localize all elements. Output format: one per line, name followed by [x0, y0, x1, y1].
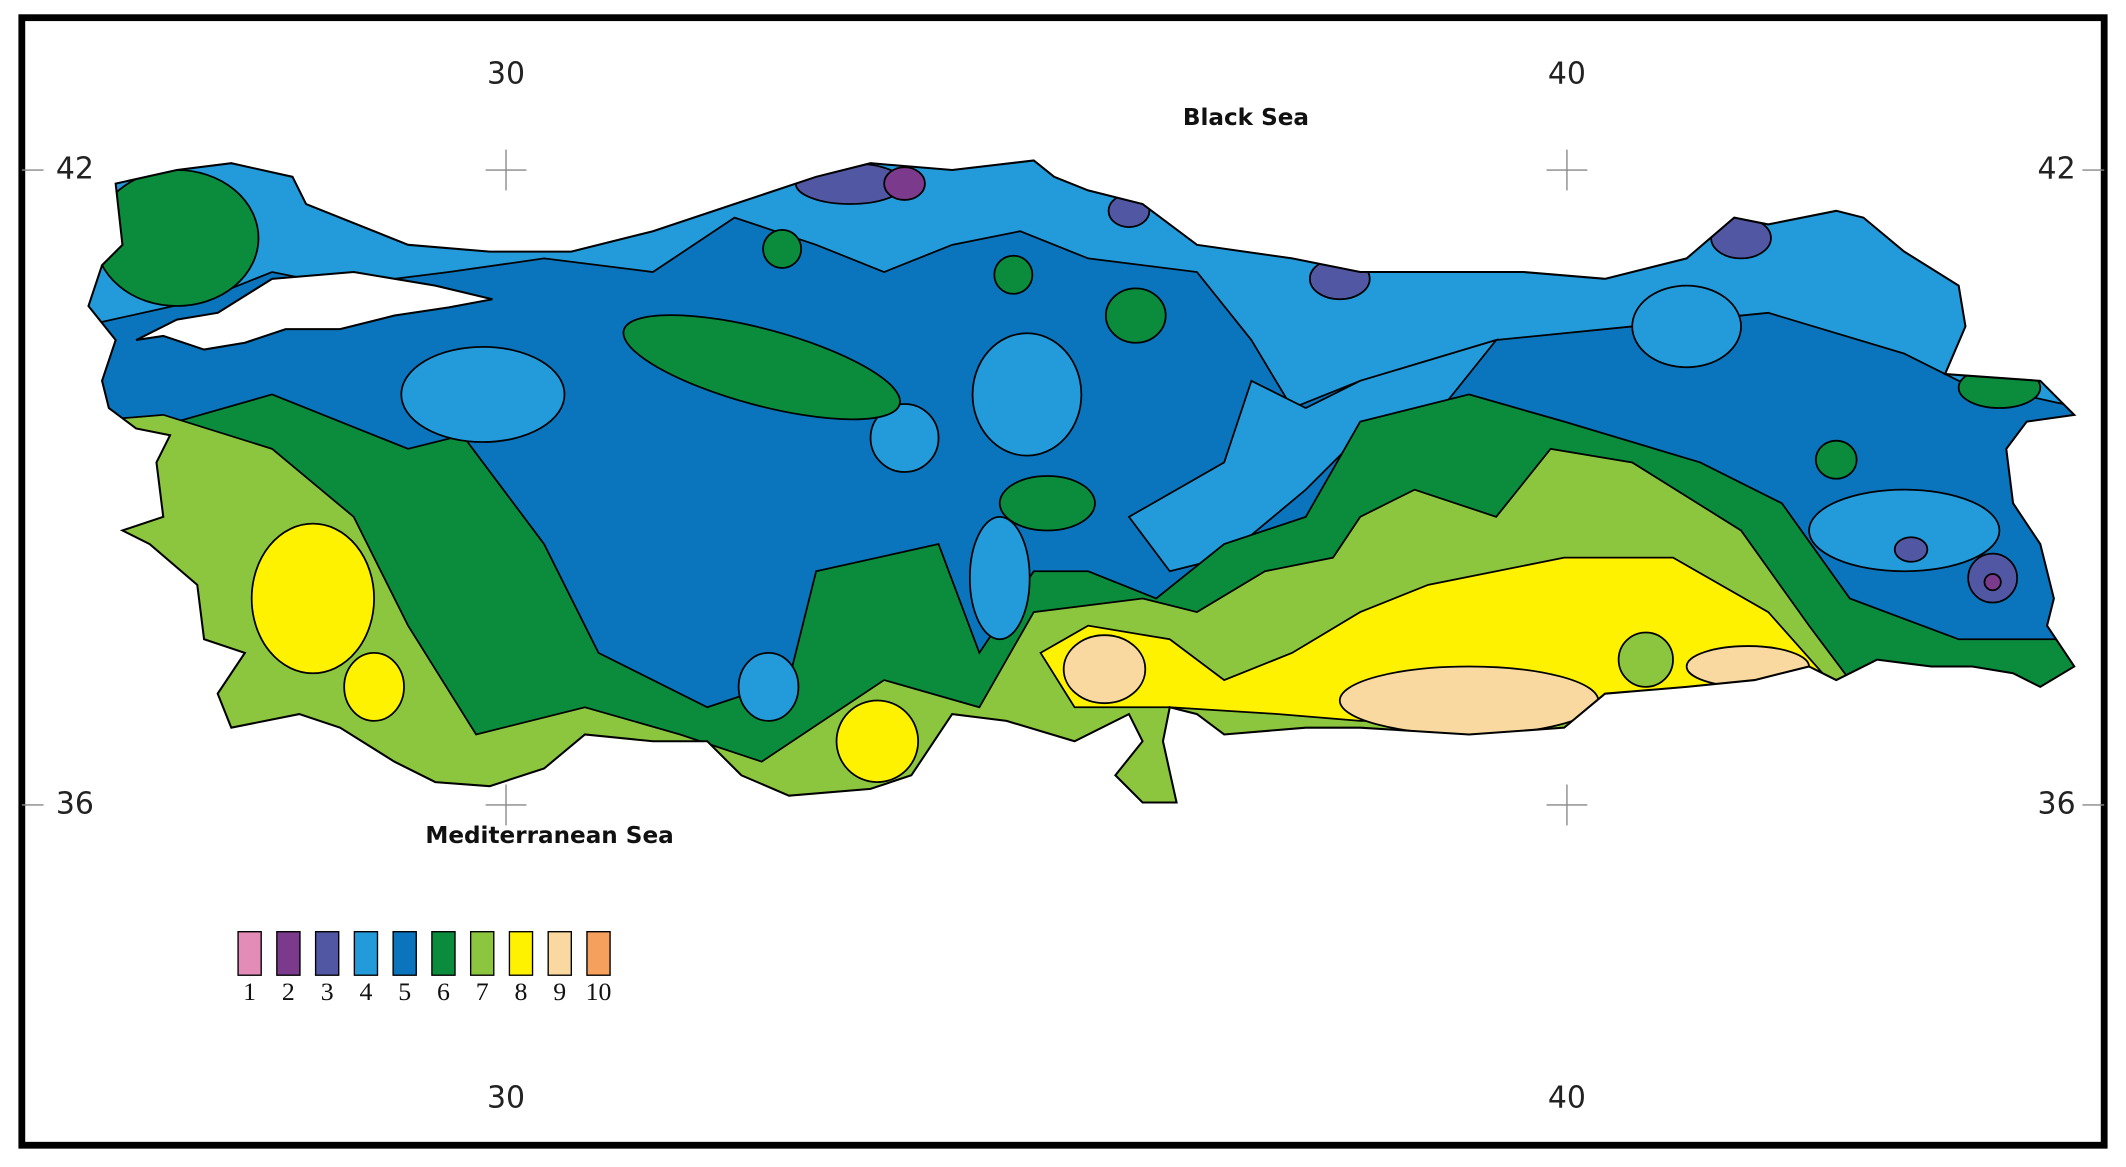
- zone: [1814, 439, 1858, 480]
- latitude-label: 42: [2038, 152, 2076, 187]
- zone: [1808, 488, 2001, 573]
- zone: [998, 475, 1096, 532]
- sea-of-marmara: [135, 271, 493, 351]
- legend-label: 4: [359, 977, 372, 1006]
- frame: [18, 14, 2108, 1149]
- zone: [1983, 573, 2002, 592]
- zone: [1338, 665, 1600, 736]
- graticule-cross: [485, 149, 527, 191]
- legend-swatch: [431, 931, 456, 976]
- longitude-label: 30: [487, 1080, 525, 1115]
- zone: [869, 403, 940, 473]
- legend-label: 6: [437, 977, 450, 1006]
- legend-swatch: [547, 931, 572, 976]
- zone: [1617, 631, 1674, 688]
- sea-label: Mediterranean Sea: [425, 823, 673, 849]
- zone: [883, 166, 926, 201]
- zone: [400, 345, 566, 443]
- zone: [1104, 287, 1167, 344]
- zone: [971, 332, 1083, 457]
- graticule-cross: [1546, 149, 1588, 191]
- zone: [737, 651, 800, 722]
- zone: [1957, 366, 2042, 409]
- zone: [1107, 193, 1151, 229]
- latitude-label: 42: [56, 152, 94, 187]
- legend-swatch: [353, 931, 379, 976]
- legend-label: 9: [553, 977, 566, 1006]
- legend-swatch: [586, 931, 611, 976]
- graticule-cross: [1546, 784, 1588, 826]
- zone: [1631, 284, 1742, 369]
- zone: [835, 699, 920, 783]
- legend-swatch: [276, 931, 301, 976]
- latitude-label: 36: [56, 786, 94, 821]
- coastline: [87, 159, 2077, 804]
- longitude-label: 40: [1548, 56, 1586, 91]
- legend-swatch: [469, 931, 495, 976]
- zone: [622, 314, 901, 421]
- longitude-label: 40: [1548, 1080, 1586, 1115]
- legend-label: 5: [398, 977, 411, 1006]
- legend-label: 2: [282, 977, 295, 1006]
- legend-swatch: [237, 931, 262, 976]
- zone: [993, 254, 1034, 295]
- legend-label: 1: [243, 977, 256, 1006]
- zone: [343, 651, 405, 722]
- legend-label: 3: [321, 977, 334, 1006]
- legend-label: 8: [515, 977, 528, 1006]
- zone: [1893, 536, 1929, 563]
- legend-swatch: [314, 931, 340, 976]
- legend-swatch: [508, 931, 534, 976]
- graticule-cross: [485, 784, 527, 826]
- zone: [762, 228, 803, 269]
- zone: [94, 169, 260, 307]
- sea-label: Black Sea: [1183, 105, 1309, 131]
- legend-label: 7: [476, 977, 489, 1006]
- latitude-label: 36: [2038, 786, 2076, 821]
- longitude-label: 30: [487, 56, 525, 91]
- zone: [968, 515, 1031, 641]
- legend-label: 10: [586, 977, 612, 1006]
- zone: [1062, 634, 1147, 705]
- legend-swatch: [392, 931, 417, 976]
- zone: [250, 522, 375, 675]
